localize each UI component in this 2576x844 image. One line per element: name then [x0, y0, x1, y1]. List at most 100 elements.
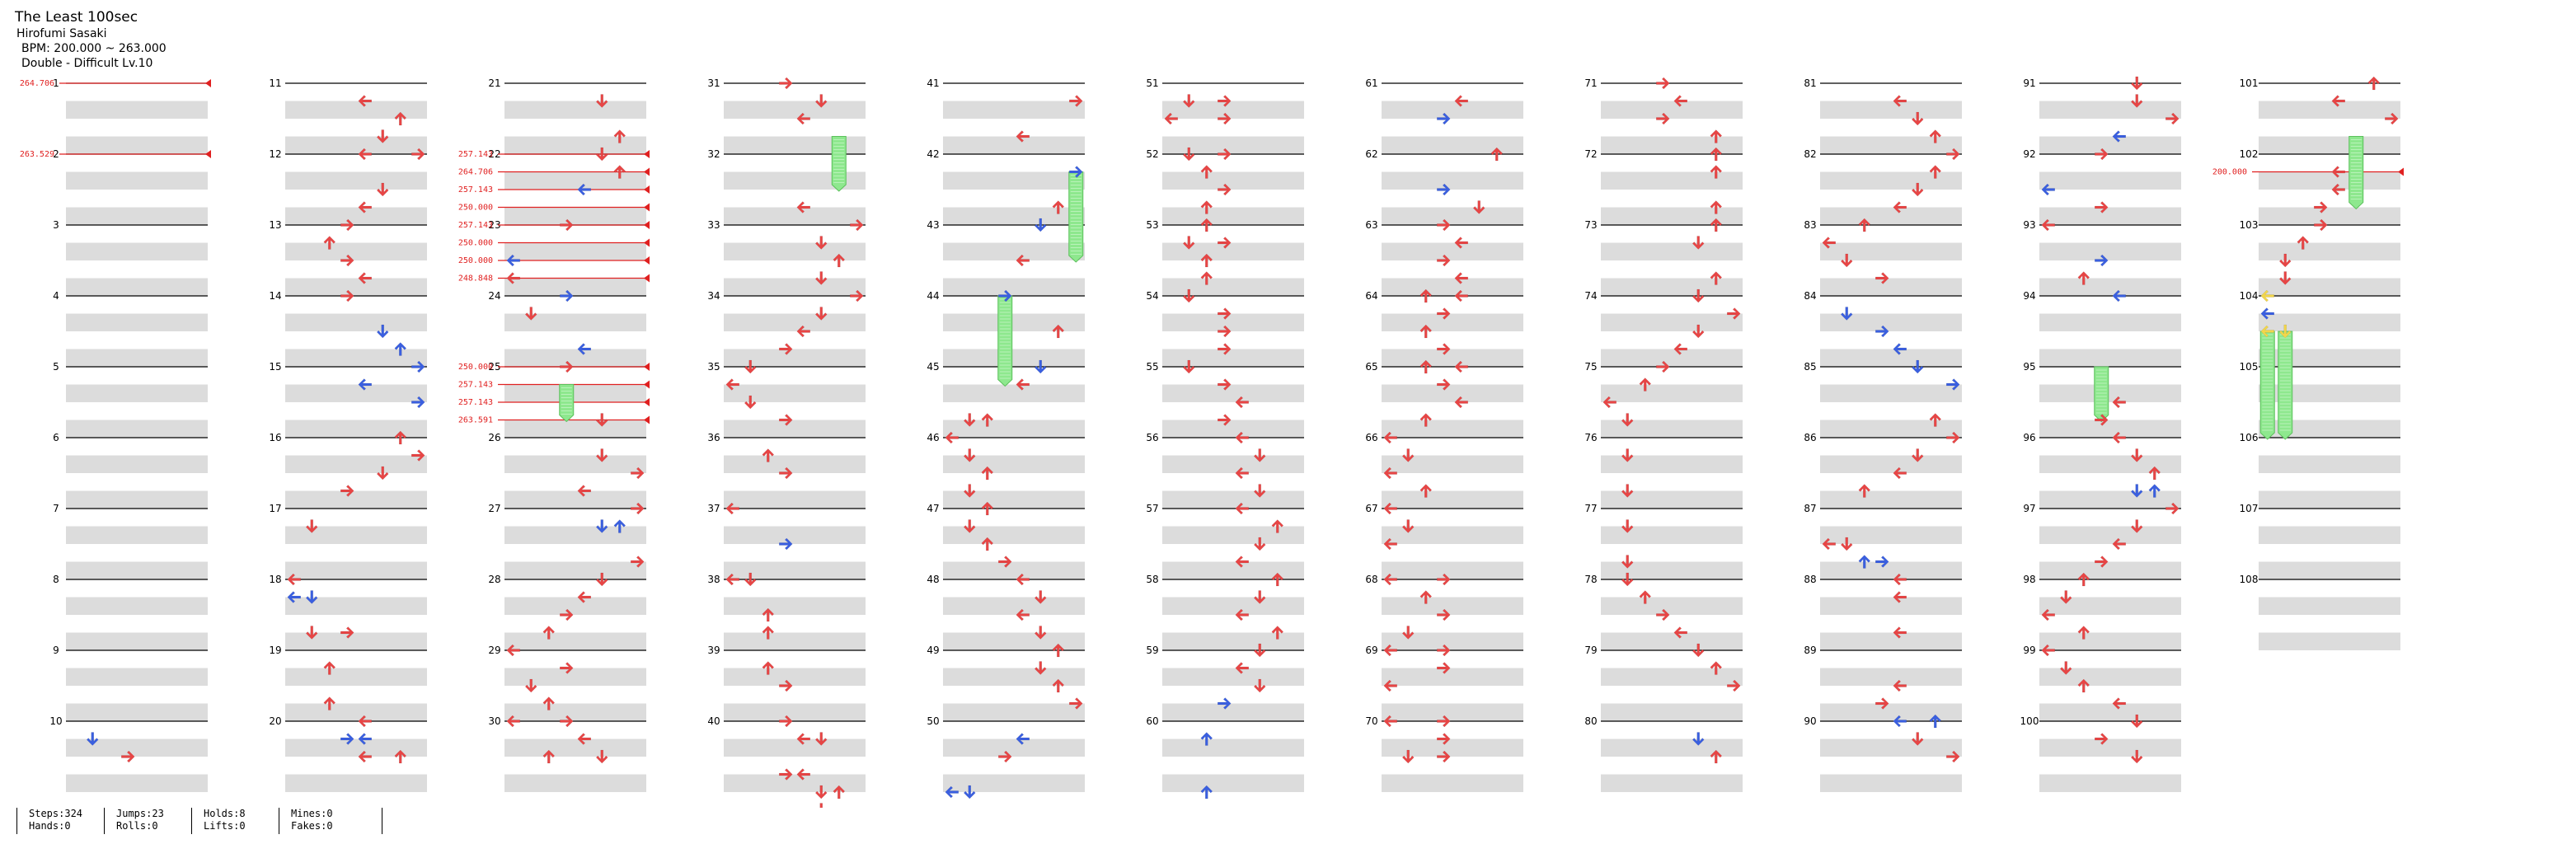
arrow-shape: [1383, 467, 1397, 480]
arrow-right-icon: [1875, 556, 1889, 568]
arrow-right-icon: [1437, 608, 1451, 621]
measure-number: 54: [1146, 290, 1158, 302]
arrow-shape: [1016, 733, 1030, 745]
arrow-shape: [577, 591, 591, 603]
measure-number: 52: [1146, 148, 1158, 160]
arrow-up-icon: [2297, 236, 2310, 250]
arrow-right-icon: [2095, 201, 2109, 213]
beat-band: [285, 349, 427, 367]
measure-number: 103: [2240, 219, 2259, 231]
arrow-shape: [963, 785, 976, 799]
measure-number: 1: [53, 77, 59, 89]
beat-band: [504, 207, 646, 225]
measure-64: 64: [1365, 290, 1523, 367]
bpm-change-pointer: [205, 150, 211, 158]
arrow-shape: [1437, 378, 1451, 391]
arrow-right-icon: [1218, 237, 1232, 249]
measure-number: 72: [1584, 148, 1597, 160]
bpm-change-pointer: [644, 221, 650, 229]
arrow-down-icon: [595, 413, 608, 427]
measure-number: 99: [2023, 645, 2035, 656]
measure-55: 55: [1146, 361, 1304, 438]
arrow-down-icon: [963, 785, 976, 799]
chart-header: The Least 100sec Hirofumi Sasaki BPM: 20…: [15, 8, 167, 71]
arrow-left-icon: [506, 715, 520, 728]
arrow-right-icon: [1946, 750, 1960, 763]
arrow-shape: [796, 201, 810, 213]
arrow-shape: [1437, 573, 1451, 586]
measure-number: 42: [927, 148, 939, 160]
measure-104: 104: [2240, 290, 2400, 367]
beat-band: [724, 668, 866, 686]
arrow-down-icon: [744, 395, 757, 410]
arrow-down-icon: [814, 307, 828, 321]
arrow-shape: [1419, 288, 1433, 303]
arrow-shape: [1692, 324, 1705, 339]
arrow-right-icon: [1875, 325, 1889, 338]
arrow-down-icon: [1911, 182, 1924, 197]
beat-band: [2039, 384, 2181, 402]
measure-96: 96: [2023, 432, 2181, 509]
arrow-shape: [542, 749, 556, 764]
arrow-right-icon: [1875, 697, 1889, 710]
beat-band: [66, 668, 208, 686]
arrow-left-icon: [796, 733, 810, 745]
beat-band: [1601, 136, 1743, 154]
beat-band: [2259, 490, 2400, 509]
arrow-right-icon: [2165, 112, 2180, 125]
arrow-left-icon: [1893, 679, 1907, 692]
measure-number: 80: [1584, 715, 1597, 727]
arrow-down-icon: [814, 271, 828, 285]
beat-band: [1820, 136, 1962, 154]
measure-number: 66: [1365, 432, 1377, 443]
arrow-right-icon: [1218, 414, 1232, 426]
beat-band: [1601, 526, 1743, 544]
arrow-down-icon: [1401, 749, 1415, 764]
measure-84: 84: [1804, 290, 1962, 367]
beat-band: [2259, 313, 2400, 331]
beat-band: [2039, 774, 2181, 792]
arrow-shape: [1490, 147, 1504, 162]
arrow-up-icon: [1200, 785, 1213, 799]
measure-52: 52: [1146, 148, 1304, 225]
measure-36: 36: [707, 432, 866, 509]
arrow-right-icon: [2095, 733, 2109, 745]
beat-band: [2039, 171, 2181, 190]
arrow-shape: [2095, 148, 2109, 161]
measure-67: 67: [1365, 503, 1523, 579]
measure-56: 56: [1146, 432, 1304, 509]
arrow-shape: [1727, 679, 1741, 692]
measure-number: 75: [1584, 361, 1597, 373]
beat-band: [504, 597, 646, 615]
measure-number: 88: [1804, 574, 1816, 585]
arrow-down-icon: [524, 678, 537, 693]
beat-band: [1820, 455, 1962, 473]
arrow-down-icon: [963, 519, 976, 533]
measure-12: 12: [269, 148, 427, 225]
beat-band: [724, 242, 866, 260]
measure-number: 27: [488, 503, 500, 514]
measure-27: 27: [488, 503, 646, 579]
arrow-up-icon: [1710, 271, 1723, 285]
measure-16: 16: [269, 432, 427, 509]
arrow-up-icon: [1929, 165, 1942, 179]
arrow-up-icon: [1200, 253, 1213, 268]
beat-band: [1162, 207, 1304, 225]
arrow-right-icon: [1218, 307, 1232, 320]
arrow-left-icon: [1822, 237, 1836, 249]
arrow-shape: [779, 343, 793, 355]
beat-band: [66, 384, 208, 402]
arrow-shape: [524, 678, 537, 693]
arrow-shape: [1893, 95, 1907, 107]
arrow-left-icon: [577, 485, 591, 497]
bpm-change-pointer: [644, 363, 650, 371]
arrow-shape: [1016, 130, 1030, 143]
beat-band: [2039, 136, 2181, 154]
arrow-shape: [1200, 732, 1213, 746]
arrow-shape: [1437, 112, 1451, 125]
measure-number: 55: [1146, 361, 1158, 373]
arrow-left-icon: [577, 591, 591, 603]
measure-37: 37: [707, 503, 866, 579]
arrow-shape: [305, 626, 318, 640]
arrow-shape: [340, 254, 354, 267]
